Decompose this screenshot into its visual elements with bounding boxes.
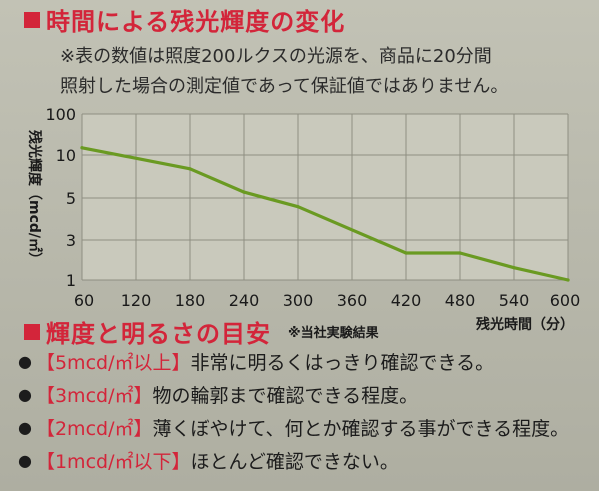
section-title-brightness-guide: 輝度と明るさの目安 bbox=[24, 314, 271, 349]
red-square-icon bbox=[24, 11, 40, 28]
data-point bbox=[404, 251, 408, 255]
bullet-icon: ● bbox=[18, 451, 32, 470]
bullet-icon: ● bbox=[18, 418, 32, 437]
x-tick-label: 600 bbox=[550, 291, 581, 310]
note-line-2: 照射した場合の測定値であって保証値ではありません。 bbox=[60, 76, 509, 97]
tick-labels: 100 10 5 3 160 120 180 240 300 360 420 480 540 600 bbox=[45, 105, 580, 310]
x-tick-label: 120 bbox=[121, 291, 152, 310]
x-tick-label: 60 bbox=[74, 291, 94, 310]
guide-level-label: 【1mcd/㎡以下】 bbox=[35, 451, 191, 473]
section-title-luminance-change: 時間による残光輝度の変化 bbox=[24, 2, 345, 37]
guide-item: ● 【2mcd/㎡】 薄くぼやけて、何とか確認する事ができる程度。 bbox=[18, 414, 569, 441]
guide-description: 非常に明るくはっきり確認できる。 bbox=[190, 352, 495, 374]
x-tick-label: 420 bbox=[391, 291, 422, 310]
guide-level-label: 【3mcd/㎡】 bbox=[35, 385, 153, 407]
x-axis-label: 残光時間（分） bbox=[476, 316, 574, 333]
data-point bbox=[458, 251, 462, 255]
grid bbox=[81, 113, 569, 281]
x-tick-label: 360 bbox=[337, 291, 368, 310]
guide-level-label: 【2mcd/㎡】 bbox=[35, 418, 153, 440]
plot-area bbox=[82, 114, 568, 280]
data-point bbox=[296, 205, 300, 209]
guide-description: ほとんど確認できない。 bbox=[190, 451, 399, 473]
title-text: 時間による残光輝度の変化 bbox=[46, 8, 346, 36]
red-square-icon bbox=[24, 323, 40, 340]
bullet-icon: ● bbox=[18, 385, 32, 404]
y-tick-label: 3 bbox=[66, 231, 76, 250]
data-point bbox=[80, 146, 84, 150]
y-tick-label: 10 bbox=[56, 146, 76, 165]
guide-level-label: 【5mcd/㎡以上】 bbox=[35, 352, 191, 374]
guide-item: ● 【3mcd/㎡】 物の輪郭まで確認できる程度。 bbox=[18, 381, 418, 408]
title-text: 輝度と明るさの目安 bbox=[46, 320, 271, 348]
x-tick-label: 180 bbox=[175, 291, 206, 310]
x-tick-label: 240 bbox=[229, 291, 260, 310]
note-line-1: ※表の数値は照度200ルクスの光源を、商品に20分間 bbox=[60, 46, 492, 67]
data-points bbox=[80, 146, 570, 282]
y-tick-label: 1 bbox=[66, 271, 76, 290]
x-tick-label: 480 bbox=[445, 291, 476, 310]
luminance-chart: 100 10 5 3 160 120 180 240 300 360 420 480 540 600 残光… bbox=[26, 105, 580, 333]
x-tick-label: 300 bbox=[283, 291, 314, 310]
series-line bbox=[80, 146, 570, 282]
guide-description: 物の輪郭まで確認できる程度。 bbox=[152, 385, 419, 407]
y-axis-label: 残光輝度（mcd/㎡） bbox=[26, 130, 43, 266]
bullet-icon: ● bbox=[18, 352, 32, 371]
data-point bbox=[512, 266, 516, 270]
y-tick-label: 100 bbox=[45, 105, 76, 124]
data-point bbox=[188, 167, 192, 171]
x-tick-label: 540 bbox=[499, 291, 530, 310]
guide-description: 薄くぼやけて、何とか確認する事ができる程度。 bbox=[152, 418, 570, 440]
data-point bbox=[566, 278, 570, 282]
guide-item: ● 【5mcd/㎡以上】 非常に明るくはっきり確認できる。 bbox=[18, 348, 494, 375]
guide-item: ● 【1mcd/㎡以下】 ほとんど確認できない。 bbox=[18, 447, 399, 474]
y-tick-label: 5 bbox=[66, 189, 76, 208]
data-point bbox=[242, 190, 246, 194]
source-note: ※当社実験結果 bbox=[288, 326, 379, 341]
